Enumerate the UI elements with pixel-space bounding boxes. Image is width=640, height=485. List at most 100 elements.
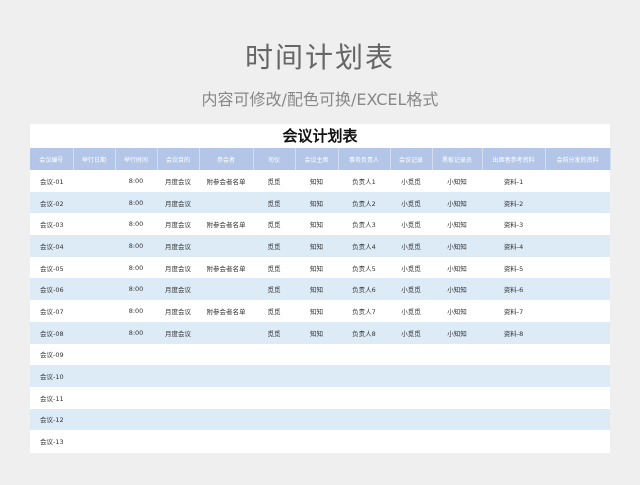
table-cell[interactable]: 知知 (295, 235, 338, 257)
table-cell[interactable]: 知知 (310, 307, 323, 316)
table-cell[interactable]: 8:00 (128, 176, 144, 185)
table-cell[interactable]: 知知 (310, 221, 323, 230)
table-cell[interactable] (545, 430, 610, 452)
table-cell[interactable]: 小觅觅 (401, 221, 421, 230)
table-cell[interactable] (545, 213, 610, 235)
table-cell[interactable]: 小觅觅 (401, 264, 421, 273)
table-cell[interactable] (338, 430, 390, 452)
table-cell[interactable]: 觅觅 (267, 307, 281, 316)
table-cell[interactable]: 知知 (295, 191, 338, 214)
table-cell[interactable]: 会议-03 (40, 221, 64, 230)
table-cell[interactable]: 负责人3 (352, 221, 376, 230)
table-cell[interactable] (390, 408, 432, 431)
table-cell[interactable]: 月度会议 (157, 191, 199, 214)
table-cell[interactable] (157, 387, 199, 409)
table-cell[interactable] (295, 387, 338, 409)
table-cell[interactable] (545, 300, 610, 322)
table-cell[interactable]: 8:00 (128, 220, 144, 229)
table-cell[interactable]: 小觅觅 (390, 278, 432, 301)
table-cell[interactable] (73, 213, 115, 235)
table-cell[interactable] (73, 430, 115, 452)
table-cell[interactable]: 资料-1 (503, 177, 524, 186)
column-header[interactable]: 会前分发的资料 (545, 148, 611, 170)
table-cell[interactable] (545, 365, 610, 387)
table-cell[interactable]: 小知知 (432, 191, 482, 214)
column-header[interactable]: 会议主席 (295, 148, 339, 170)
table-cell[interactable] (295, 430, 338, 452)
table-cell[interactable] (482, 344, 545, 366)
table-cell[interactable] (73, 278, 115, 301)
table-cell[interactable]: 资料-6 (482, 278, 545, 301)
table-cell[interactable]: 资料-8 (482, 321, 545, 344)
table-cell[interactable]: 月度会议 (157, 321, 199, 344)
table-cell[interactable]: 会议-13 (40, 438, 64, 447)
table-cell[interactable] (73, 365, 115, 387)
table-cell[interactable] (338, 408, 390, 431)
table-cell[interactable]: 8:00 (115, 235, 157, 257)
table-cell[interactable]: 觅觅 (253, 278, 295, 301)
table-cell[interactable]: 资料-4 (482, 235, 545, 257)
table-cell[interactable] (432, 344, 482, 366)
table-cell[interactable] (73, 170, 115, 192)
table-cell[interactable]: 负责人1 (352, 177, 376, 186)
table-cell[interactable] (295, 408, 338, 431)
table-cell[interactable]: 觅觅 (253, 191, 295, 214)
table-cell[interactable] (482, 387, 545, 409)
column-header[interactable]: 出席者参考资料 (482, 148, 546, 170)
table-cell[interactable]: 觅觅 (267, 264, 281, 273)
table-cell[interactable]: 月度会议 (157, 235, 199, 257)
table-cell[interactable]: 8:00 (115, 278, 157, 301)
table-cell[interactable]: 小觅觅 (390, 235, 432, 257)
column-header[interactable]: 参会者 (199, 148, 254, 170)
table-cell[interactable]: 会议-12 (30, 408, 73, 431)
column-header[interactable]: 举行时间 (115, 148, 158, 170)
table-cell[interactable]: 附参会者名单 (206, 264, 246, 273)
table-cell[interactable] (545, 321, 610, 344)
table-cell[interactable] (338, 387, 390, 409)
table-cell[interactable]: 知知 (310, 264, 323, 273)
table-cell[interactable]: 会议-08 (30, 321, 73, 344)
table-cell[interactable]: 附参会者名单 (206, 307, 246, 316)
table-cell[interactable] (390, 387, 432, 409)
table-cell[interactable] (253, 344, 295, 366)
table-cell[interactable] (482, 430, 545, 452)
table-cell[interactable] (432, 365, 482, 387)
table-cell[interactable] (390, 344, 432, 366)
table-cell[interactable] (199, 191, 253, 214)
table-cell[interactable] (390, 430, 432, 452)
table-cell[interactable]: 负责人7 (352, 307, 376, 316)
table-cell[interactable] (115, 408, 157, 431)
table-cell[interactable]: 会议-05 (40, 264, 64, 273)
table-cell[interactable] (73, 387, 115, 409)
table-cell[interactable]: 知知 (295, 321, 338, 344)
table-cell[interactable] (545, 387, 610, 409)
table-cell[interactable]: 会议-09 (40, 351, 64, 360)
table-cell[interactable]: 觅觅 (253, 321, 295, 344)
table-cell[interactable] (545, 191, 610, 214)
table-cell[interactable]: 月度会议 (165, 221, 191, 230)
table-cell[interactable]: 资料-5 (503, 264, 524, 273)
table-cell[interactable] (432, 408, 482, 431)
table-cell[interactable] (157, 365, 199, 387)
table-cell[interactable]: 负责人2 (338, 191, 390, 214)
column-header[interactable]: 会议目的 (157, 148, 200, 170)
table-cell[interactable] (199, 387, 253, 409)
table-cell[interactable]: 负责人4 (338, 235, 390, 257)
table-cell[interactable]: 觅觅 (253, 235, 295, 257)
table-cell[interactable] (115, 387, 157, 409)
table-cell[interactable] (545, 257, 610, 279)
table-cell[interactable] (482, 408, 545, 431)
table-cell[interactable]: 小觅觅 (390, 191, 432, 214)
table-cell[interactable]: 小知知 (447, 177, 467, 186)
table-cell[interactable] (199, 344, 253, 366)
table-cell[interactable]: 小觅觅 (401, 307, 421, 316)
table-cell[interactable] (73, 300, 115, 322)
table-cell[interactable] (73, 408, 115, 431)
table-cell[interactable]: 会议-01 (40, 177, 64, 186)
table-cell[interactable] (115, 430, 157, 452)
column-header[interactable]: 举行日期 (73, 148, 116, 170)
table-cell[interactable]: 觅觅 (267, 177, 281, 186)
column-header[interactable]: 会议编号 (30, 148, 74, 170)
table-cell[interactable] (338, 344, 390, 366)
table-cell[interactable]: 觅觅 (267, 221, 281, 230)
